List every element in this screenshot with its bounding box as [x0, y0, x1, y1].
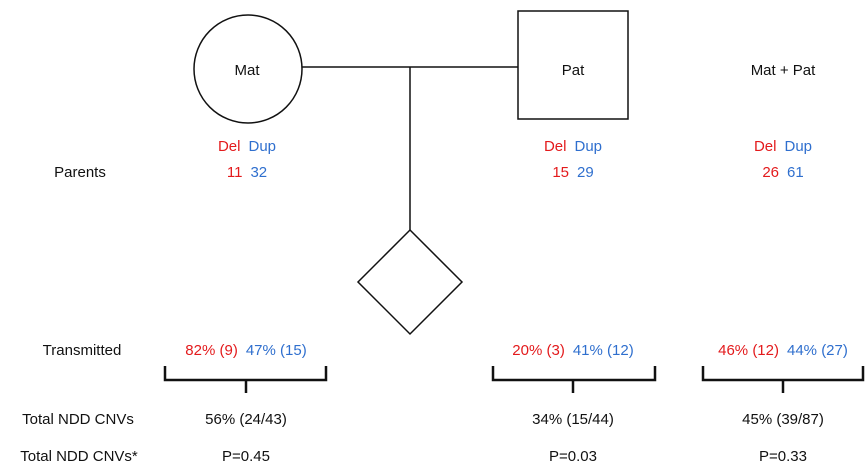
parents-dup-value: 61 — [787, 164, 804, 181]
bracket-pat — [491, 366, 657, 393]
pvalue-mat: P=0.45 — [222, 448, 270, 465]
total-combined: 45% (39/87) — [742, 411, 824, 428]
bracket-combined — [701, 366, 865, 393]
parents-dup-value: 32 — [250, 164, 268, 181]
legend-dup: Dup — [248, 138, 277, 155]
legend-dup: Dup — [574, 138, 603, 155]
transmitted-del-value: 46% (12) — [718, 342, 779, 359]
legend-dup: Dup — [784, 138, 813, 155]
legend-del: Del — [217, 138, 241, 155]
transmitted-combined: 46% (12) 44% (27) — [718, 342, 848, 360]
father-square — [517, 10, 629, 120]
parents-del-value: 11 — [226, 164, 243, 181]
transmitted-dup-value: 44% (27) — [787, 342, 848, 359]
pvalue-pat: P=0.03 — [549, 448, 597, 465]
transmitted-dup-value: 41% (12) — [572, 342, 634, 359]
legend-combined: Del Dup — [754, 138, 812, 156]
transmitted-pat: 20% (3) 41% (12) — [512, 342, 633, 360]
header-pat: Pat — [561, 62, 585, 79]
legend-del: Del — [753, 138, 777, 155]
header-mat: Mat — [234, 62, 260, 79]
parents-mat: 11 32 — [227, 164, 267, 182]
legend-del: Del — [543, 138, 567, 155]
legend-mat: Del Dup — [218, 138, 276, 156]
mother-circle — [193, 14, 303, 124]
total-mat: 56% (24/43) — [205, 411, 287, 428]
parents-dup-value: 29 — [577, 164, 594, 181]
row-label-total-star: Total NDD CNVs* — [20, 448, 138, 465]
pvalue-combined: P=0.33 — [759, 448, 807, 465]
transmitted-mat: 82% (9) 47% (15) — [185, 342, 306, 360]
legend-pat: Del Dup — [544, 138, 602, 156]
child-diamond — [356, 228, 464, 336]
transmitted-del-value: 20% (3) — [512, 342, 565, 359]
header-combined: Mat + Pat — [750, 62, 816, 79]
parents-del-value: 15 — [552, 164, 569, 181]
row-label-total: Total NDD CNVs — [22, 411, 134, 428]
total-pat: 34% (15/44) — [532, 411, 614, 428]
parents-combined: 26 61 — [762, 164, 803, 182]
row-label-transmitted: Transmitted — [42, 342, 122, 359]
row-label-parents: Parents — [54, 164, 106, 181]
parents-pat: 15 29 — [552, 164, 593, 182]
parents-del-value: 26 — [762, 164, 779, 181]
bracket-mat — [163, 366, 328, 393]
transmitted-del-value: 82% (9) — [185, 342, 238, 359]
transmitted-dup-value: 47% (15) — [245, 342, 307, 359]
